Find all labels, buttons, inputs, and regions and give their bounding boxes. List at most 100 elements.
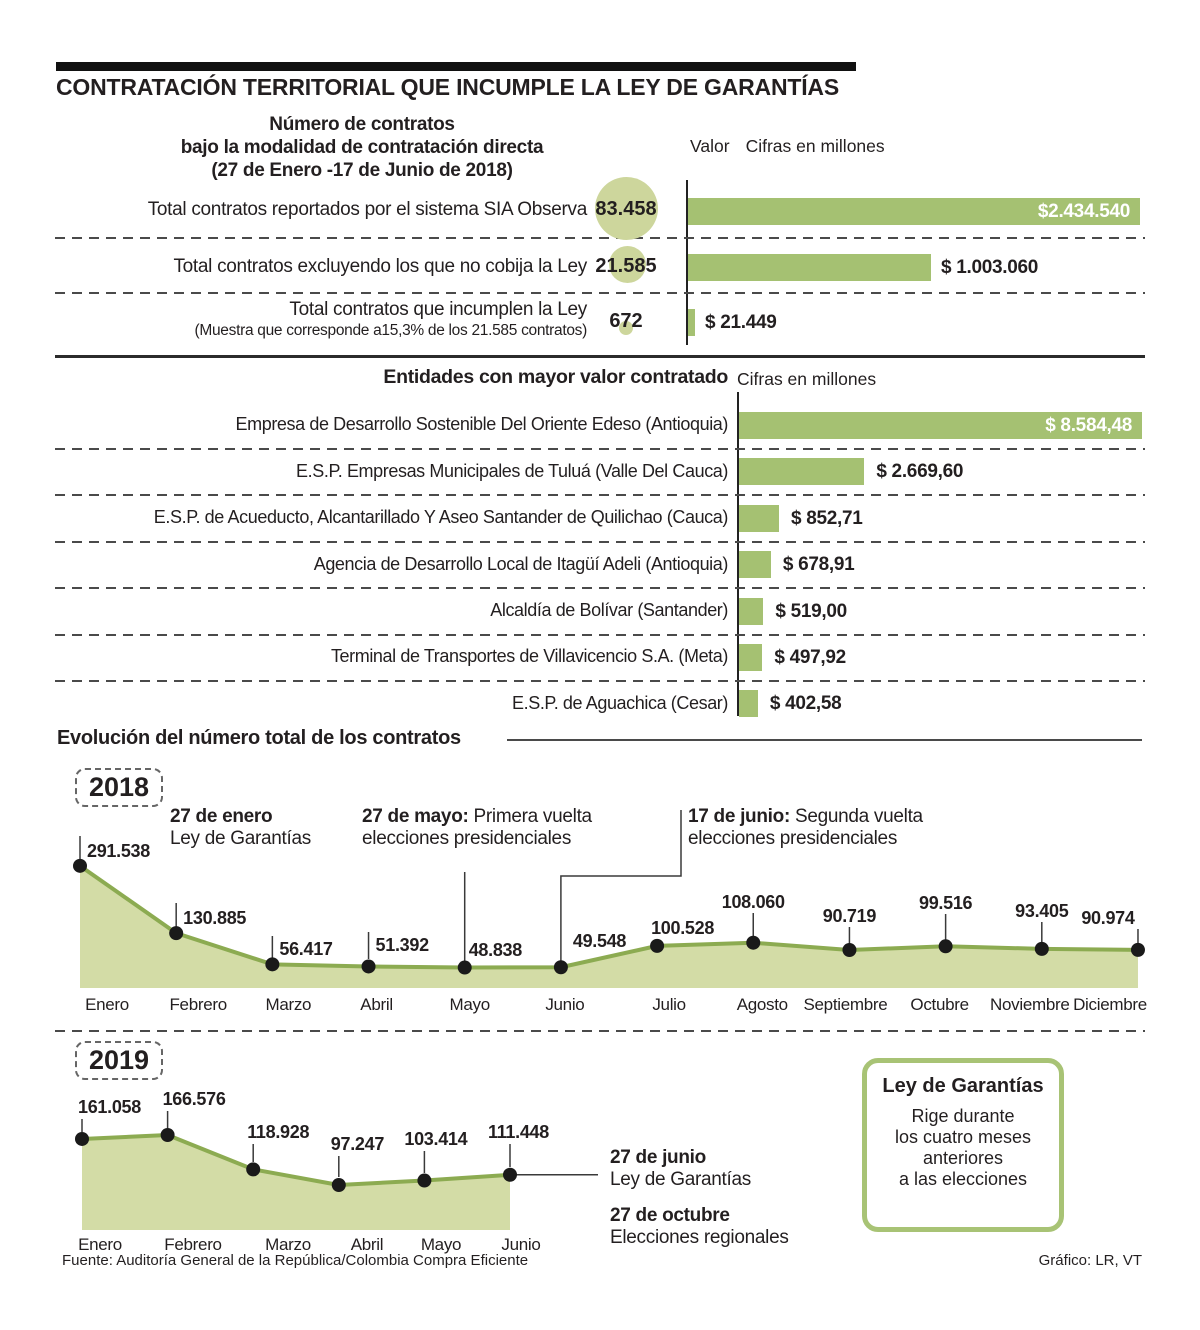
contracts-row-count: 672 xyxy=(609,310,643,332)
month-label: Mayo xyxy=(450,995,490,1014)
area-fill-2019 xyxy=(82,1134,510,1230)
entity-bar-value: $ 2.669,60 xyxy=(876,461,964,482)
contracts-header-line1: Número de contratos xyxy=(269,114,455,135)
contracts-bar-value: $ 21.449 xyxy=(705,312,777,333)
data-point-dot xyxy=(73,858,87,873)
entity-bar xyxy=(739,644,763,671)
entity-bar xyxy=(739,551,771,578)
entity-bar-value: $ 519,00 xyxy=(775,601,847,622)
contracts-row-count: 83.458 xyxy=(595,198,657,220)
month-label: Diciembre xyxy=(1073,995,1147,1014)
data-point-dot xyxy=(169,926,184,941)
data-point-label: 130.885 xyxy=(183,908,246,928)
row-separator xyxy=(55,448,1145,450)
data-point-dot xyxy=(553,960,568,975)
credit-note: Gráfico: LR, VT xyxy=(1038,1252,1142,1269)
contracts-axis-line xyxy=(686,180,688,345)
value-column-header: Valor Cifras en millones xyxy=(690,136,885,157)
contracts-header-line3: (27 de Enero -17 de Junio de 2018) xyxy=(211,160,513,182)
annotation-text: Ley de Garantías xyxy=(610,1169,751,1190)
area-line-2018 xyxy=(78,864,1139,970)
annotation-27-octubre: 27 de octubre Elecciones regionales xyxy=(610,1205,789,1249)
area-fill-2018 xyxy=(80,865,1138,988)
data-point-label: 97.247 xyxy=(331,1134,385,1154)
source-note: Fuente: Auditoría General de la Repúblic… xyxy=(62,1252,529,1269)
data-point-dot xyxy=(938,939,953,954)
data-point-dot xyxy=(160,1127,175,1142)
data-point-label: 90.719 xyxy=(823,906,877,926)
annotation-27-mayo: 27 de mayo: Primera vuelta elecciones pre… xyxy=(362,806,592,850)
row-separator xyxy=(55,680,1145,682)
data-point-label: 103.414 xyxy=(404,1129,467,1149)
annotation-date: 27 de mayo: xyxy=(362,806,469,827)
data-point-label: 99.516 xyxy=(919,893,973,913)
data-point-dot xyxy=(503,1167,517,1182)
entity-bar-value: $ 402,58 xyxy=(769,693,842,714)
contracts-row-label: Total contratos reportados por el sistem… xyxy=(147,199,588,220)
data-point-dot xyxy=(842,942,857,957)
entity-bar-value: $ 497,92 xyxy=(774,647,846,668)
contracts-bar-row: $ 21.449 xyxy=(688,309,1158,336)
row-separator xyxy=(55,587,1145,589)
contracts-row-count: 21.585 xyxy=(595,255,657,277)
data-point-label: 108.060 xyxy=(722,892,785,912)
row-separator xyxy=(55,237,1145,239)
data-point-dot xyxy=(265,957,280,972)
data-point-label: 90.974 xyxy=(1081,908,1135,928)
entity-bar-value: $ 852,71 xyxy=(791,508,863,529)
data-point-label: 56.417 xyxy=(279,939,333,959)
annotation-text: Ley de Garantías xyxy=(170,828,311,849)
entities-axis-line xyxy=(737,392,739,716)
month-label: Octubre xyxy=(910,995,968,1014)
annotation-rest: Segunda vuelta xyxy=(794,806,923,827)
entity-bar xyxy=(739,690,758,717)
entity-bar xyxy=(739,598,764,625)
month-label: Junio xyxy=(545,995,584,1014)
annotation-27-junio: 27 de junio Ley de Garantías xyxy=(610,1147,751,1191)
contracts-bar-row: $ 1.003.060 xyxy=(688,254,1158,281)
annotation-17-junio: 17 de junio: Segunda vuelta elecciones pr… xyxy=(688,806,923,850)
entity-row-label: Terminal de Transportes de Villavicencio… xyxy=(330,646,728,666)
evolution-title: Evolución del número total de los contra… xyxy=(57,727,461,749)
ley-garantias-legend-box: Ley de Garantías Rige durante los cuatro… xyxy=(862,1058,1064,1232)
annotation-rest: Primera vuelta xyxy=(473,806,593,827)
data-point-label: 48.838 xyxy=(469,940,523,960)
month-label: Marzo xyxy=(265,995,311,1014)
chart-separator xyxy=(55,1030,1145,1032)
month-label: Febrero xyxy=(169,995,226,1014)
month-label: Noviembre xyxy=(990,995,1070,1014)
entity-row-label: E.S.P. de Aguachica (Cesar) xyxy=(512,693,728,713)
month-label: Abril xyxy=(360,995,393,1014)
contracts-bar xyxy=(688,309,695,336)
annotation-text: elecciones presidenciales xyxy=(362,828,572,849)
annotation-date: 27 de enero xyxy=(170,806,273,827)
entity-row-label: Alcaldía de Bolívar (Santander) xyxy=(490,600,728,620)
data-point-label: 93.405 xyxy=(1015,901,1069,921)
contracts-bar-row: $2.434.540 xyxy=(688,198,1158,225)
data-point-label: 111.448 xyxy=(488,1122,549,1142)
page-title: CONTRATACIÓN TERRITORIAL QUE INCUMPLE LA… xyxy=(56,74,839,100)
month-label: Agosto xyxy=(737,995,788,1014)
contracts-bar xyxy=(688,254,931,281)
units-note: Cifras en millones xyxy=(745,136,885,156)
entity-bar-value: $ 8.584,48 xyxy=(1045,415,1132,436)
data-point-dot xyxy=(457,960,472,975)
legend-box-body: Rige durante los cuatro meses anteriores… xyxy=(894,1106,1032,1189)
year-badge-2018: 2018 xyxy=(75,768,164,807)
title-accent-bar xyxy=(56,62,856,71)
valor-label: Valor xyxy=(690,136,730,156)
data-point-label: 118.928 xyxy=(247,1122,309,1142)
entities-units-note: Cifras en millones xyxy=(737,369,877,389)
entity-bar xyxy=(739,505,780,532)
row-separator xyxy=(55,634,1145,636)
section-divider xyxy=(55,355,1145,358)
contracts-row-label-note: (Muestra que corresponde a15,3% de los 2… xyxy=(194,322,588,339)
entity-row-label: Agencia de Desarrollo Local de Itagüí Ad… xyxy=(313,554,729,574)
legend-box-title: Ley de Garantías xyxy=(882,1075,1044,1097)
annotation-date: 17 de junio: xyxy=(688,806,790,827)
data-point-label: 100.528 xyxy=(651,918,714,938)
area-line-2019 xyxy=(81,1133,511,1187)
entity-bar-row: $ 8.584,48 xyxy=(739,412,1199,439)
contracts-bar-value: $2.434.540 xyxy=(1037,201,1130,222)
data-point-label: 51.392 xyxy=(376,935,430,955)
